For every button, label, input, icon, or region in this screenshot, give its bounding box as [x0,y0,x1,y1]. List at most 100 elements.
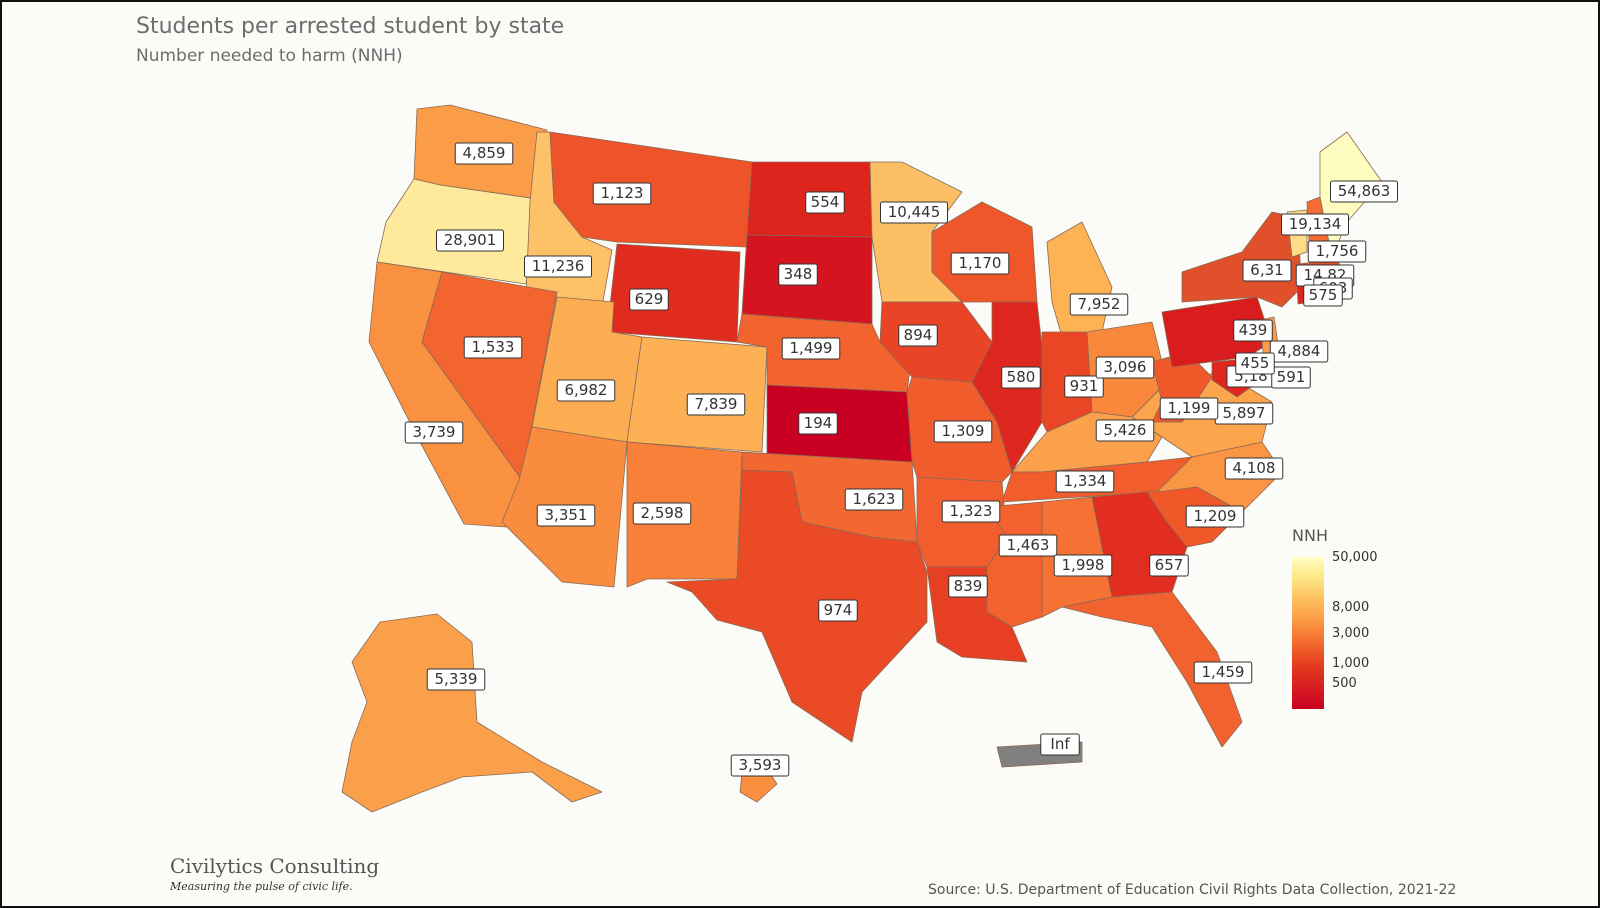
state-value-in: 931 [1070,377,1099,395]
state-value-md: 591 [1277,368,1306,386]
state-value-nj: 4,884 [1278,342,1321,360]
legend-tick-8000: 8,000 [1332,600,1370,615]
state-value-id: 11,236 [532,257,585,275]
state-label-pr: Inf [1040,733,1080,756]
state-value-ak: 5,339 [435,670,478,688]
state-label-az: 3,351 [536,504,596,527]
state-value-mt: 1,123 [601,184,644,202]
state-value-wv: 1,199 [1168,399,1211,417]
state-label-mt: 1,123 [592,182,652,205]
state-label-mi: 7,952 [1069,293,1129,316]
state-label-ms: 1,463 [998,534,1058,557]
state-value-ut: 6,982 [565,381,608,399]
state-label-tn: 1,334 [1055,470,1115,493]
state-label-sd: 348 [778,263,818,286]
state-value-ok: 1,623 [853,490,896,508]
state-label-in: 931 [1064,375,1104,398]
state-value-sc: 1,209 [1194,507,1237,525]
state-label-nm: 2,598 [632,502,692,525]
state-label-la: 839 [948,575,988,598]
legend-tick-50000: 50,000 [1332,550,1378,565]
state-value-tx: 974 [824,601,853,619]
state-label-dc: 455 [1235,352,1275,375]
legend-title: NNH [1292,526,1328,545]
state-value-nv: 1,533 [472,338,515,356]
state-label-ky: 5,426 [1095,419,1155,442]
state-label-nh: 1,756 [1307,240,1367,263]
source-note: Source: U.S. Department of Education Civ… [928,882,1457,898]
state-pa [1161,296,1273,368]
legend-colorbar [1292,557,1324,709]
state-ak [341,613,603,813]
legend-tick-1000: 1,000 [1332,656,1370,671]
state-label-il: 580 [1001,366,1041,389]
state-label-id: 11,236 [524,255,592,278]
state-value-pa: 439 [1239,321,1268,339]
state-value-az: 3,351 [545,506,588,524]
state-value-ga: 657 [1155,556,1184,574]
state-label-md: 591 [1271,366,1311,389]
brand-name: Civilytics Consulting [170,854,380,878]
state-label-ny: 6,31 [1242,259,1292,282]
state-value-wi: 1,170 [959,254,1002,272]
state-value-wy: 629 [635,290,664,308]
state-tx [666,469,928,743]
state-value-nh: 1,756 [1316,242,1359,260]
state-ks [766,384,913,463]
state-value-la: 839 [954,577,983,595]
state-value-me: 54,863 [1338,182,1391,200]
state-label-tx: 974 [818,599,858,622]
state-label-ne: 1,499 [781,337,841,360]
state-label-oh: 3,096 [1095,356,1155,379]
chart-title: Students per arrested student by state [136,14,565,39]
state-value-ky: 5,426 [1104,421,1147,439]
state-value-hi: 3,593 [739,756,782,774]
state-value-oh: 3,096 [1104,358,1147,376]
state-label-nv: 1,533 [463,336,523,359]
state-value-ks: 194 [804,414,833,432]
state-value-mn: 10,445 [888,203,941,221]
state-label-ut: 6,982 [556,379,616,402]
state-label-hi: 3,593 [730,754,790,777]
state-value-mi: 7,952 [1078,295,1121,313]
state-label-wa: 4,859 [454,142,514,165]
brand-tagline: Measuring the pulse of civic life. [170,880,353,893]
state-value-ia: 894 [904,326,933,344]
state-value-sd: 348 [784,265,813,283]
state-value-fl: 1,459 [1202,663,1245,681]
state-value-or: 28,901 [444,231,497,249]
state-value-nd: 554 [811,193,840,211]
state-label-wi: 1,170 [950,252,1010,275]
state-label-ia: 894 [898,324,938,347]
state-value-ms: 1,463 [1007,536,1050,554]
state-label-nj: 4,884 [1269,340,1329,363]
chart-subtitle: Number needed to harm (NNH) [136,46,403,66]
state-value-il: 580 [1007,368,1036,386]
state-label-pa: 439 [1233,319,1273,342]
state-label-ak: 5,339 [426,668,486,691]
state-label-wv: 1,199 [1159,397,1219,420]
state-value-dc: 455 [1241,354,1270,372]
state-value-co: 7,839 [695,395,738,413]
state-mi [1046,221,1113,338]
state-label-or: 28,901 [436,229,504,252]
state-label-fl: 1,459 [1193,661,1253,684]
state-label-ga: 657 [1149,554,1189,577]
brand-logo: Civilytics Consulting Measuring the puls… [170,854,379,893]
state-value-mo: 1,309 [942,422,985,440]
state-label-vt: 19,134 [1281,213,1349,236]
state-value-ca: 3,739 [413,423,456,441]
state-label-mn: 10,445 [880,201,948,224]
state-value-ar: 1,323 [950,502,993,520]
state-value-pr: Inf [1050,735,1070,753]
state-label-va: 5,897 [1214,402,1274,425]
state-label-al: 1,998 [1053,554,1113,577]
state-label-sc: 1,209 [1185,505,1245,528]
state-value-ct: 575 [1309,286,1338,304]
state-label-mo: 1,309 [933,420,993,443]
state-label-ct: 575 [1303,284,1343,307]
state-label-ok: 1,623 [844,488,904,511]
legend-tick-3000: 3,000 [1332,626,1370,641]
state-value-vt: 19,134 [1289,215,1342,233]
